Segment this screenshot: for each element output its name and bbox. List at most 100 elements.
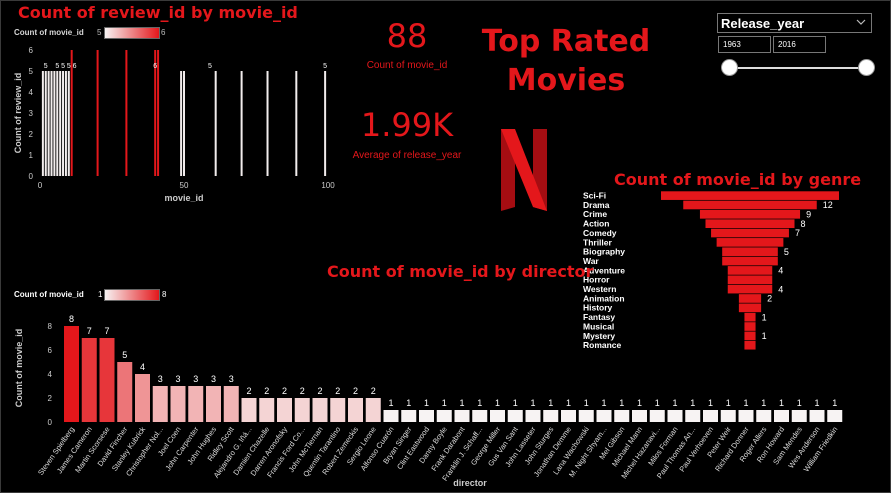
director-data-label: 3 [211, 374, 216, 384]
year-from-input[interactable]: 1963 [718, 36, 771, 53]
director-data-label: 4 [140, 362, 145, 372]
director-data-label: 1 [672, 398, 677, 408]
director-data-label: 7 [87, 326, 92, 336]
year-range-start-handle[interactable] [721, 59, 738, 76]
director-bar [543, 410, 559, 422]
director-y-tick-label: 4 [48, 370, 53, 379]
director-data-label: 1 [442, 398, 447, 408]
genre-category-label: Western [583, 284, 616, 294]
director-bar [738, 410, 754, 422]
director-legend-gradient [104, 289, 160, 301]
director-data-label: 1 [743, 398, 748, 408]
director-data-label: 1 [388, 398, 393, 408]
genre-bar [744, 312, 756, 322]
director-bar [312, 398, 328, 422]
director-bar [117, 362, 133, 422]
director-data-label: 2 [282, 386, 287, 396]
director-bar [135, 374, 150, 422]
director-data-label: 1 [708, 398, 713, 408]
release-year-dropdown[interactable]: Release_year [717, 13, 872, 33]
director-data-label: 2 [371, 386, 376, 396]
genre-chart-title: Count of movie_id by genre [614, 170, 862, 189]
review-bar [180, 71, 183, 176]
director-bar [401, 410, 417, 422]
review-data-label: 5 [208, 63, 212, 70]
director-bar [152, 386, 168, 422]
genre-bar [722, 256, 778, 266]
genre-bar [699, 210, 801, 219]
year-to-input[interactable]: 2016 [773, 36, 826, 53]
genre-category-label: Crime [583, 209, 607, 219]
genre-bar [744, 340, 756, 350]
director-data-label: 2 [246, 386, 251, 396]
director-bar [206, 386, 221, 422]
review-y-tick-label: 1 [29, 151, 34, 160]
review-bar [47, 71, 50, 176]
genre-category-label: Romance [583, 340, 622, 350]
genre-data-label: 4 [778, 284, 783, 294]
director-bar [472, 410, 488, 422]
review-y-axis-label: Count of review_id [13, 73, 23, 154]
director-bar [188, 386, 204, 422]
director-bar [64, 326, 79, 422]
director-y-axis-label: Count of movie_id [14, 329, 24, 408]
year-range-end-handle[interactable] [858, 59, 875, 76]
review-bar [59, 71, 62, 176]
director-y-tick-label: 6 [48, 346, 53, 355]
review-bar [183, 71, 185, 176]
review-legend-label: Count of movie_id [14, 28, 84, 37]
review-legend-max: 6 [161, 28, 166, 37]
director-bar [578, 410, 594, 422]
dashboard-title-line-2: Movies [506, 63, 626, 98]
year-range-track[interactable] [729, 67, 866, 69]
director-data-label: 1 [761, 398, 766, 408]
director-data-label: 1 [566, 398, 571, 408]
review-data-label: 5 [323, 63, 327, 70]
director-y-tick-label: 0 [48, 418, 53, 427]
review-bar [64, 71, 67, 176]
review-y-tick-label: 6 [29, 46, 34, 55]
director-legend-label: Count of movie_id [14, 290, 84, 299]
genre-category-label: Horror [583, 275, 610, 285]
genre-data-label: 8 [801, 219, 806, 229]
director-bar [685, 410, 701, 422]
review-data-label: 5 [55, 63, 59, 70]
director-data-label: 2 [264, 386, 269, 396]
release-year-dropdown-label: Release_year [721, 16, 805, 31]
director-data-label: 1 [495, 398, 500, 408]
director-data-label: 1 [459, 398, 464, 408]
review-bar [53, 71, 56, 176]
genre-data-label: 1 [762, 312, 767, 322]
review-bar [56, 71, 59, 176]
genre-bar [744, 331, 756, 341]
director-bar [223, 386, 239, 422]
chevron-down-icon [856, 19, 866, 25]
genre-bar [705, 219, 795, 228]
director-bar [596, 410, 612, 422]
director-bar [294, 398, 310, 422]
kpi-avg-year: 1.99K [360, 106, 454, 144]
genre-data-label: 5 [784, 247, 789, 257]
director-data-label: 8 [69, 314, 74, 324]
review-y-tick-label: 3 [29, 109, 34, 118]
review-data-label: 5 [67, 63, 71, 70]
genre-data-label: 9 [806, 210, 811, 220]
director-bar [507, 410, 523, 422]
review-data-label: 6 [153, 63, 157, 70]
genre-category-label: Comedy [583, 228, 617, 238]
director-data-label: 1 [601, 398, 606, 408]
director-data-label: 1 [619, 398, 624, 408]
review-x-tick-label: 100 [321, 181, 335, 190]
director-bar [277, 398, 292, 422]
director-data-label: 1 [513, 398, 518, 408]
director-data-label: 3 [175, 374, 180, 384]
review-x-tick-label: 0 [38, 181, 43, 190]
director-data-label: 1 [655, 398, 660, 408]
genre-category-label: Fantasy [583, 312, 615, 322]
director-bar [436, 410, 452, 422]
director-data-label: 1 [530, 398, 535, 408]
review-bar [324, 71, 327, 176]
genre-data-label: 4 [778, 266, 783, 276]
